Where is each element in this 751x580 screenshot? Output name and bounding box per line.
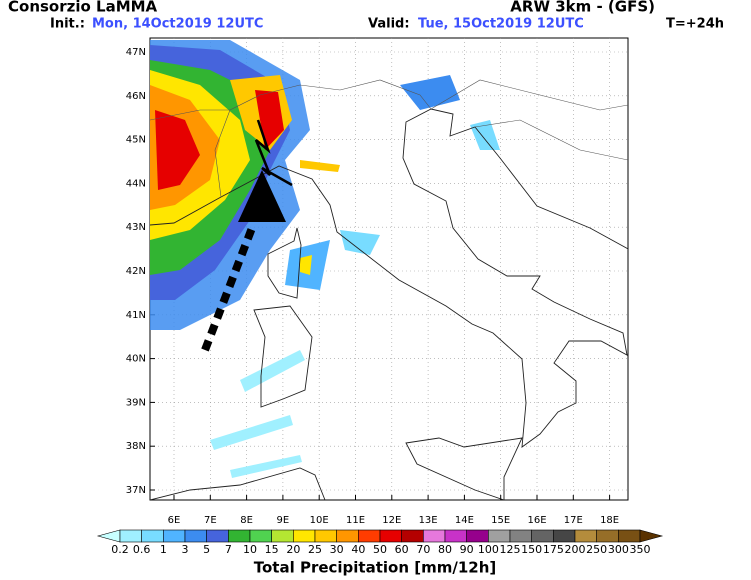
lon-label: 6E: [168, 515, 181, 526]
lon-label: 16E: [527, 515, 546, 526]
lat-label: 46N: [126, 91, 146, 102]
colorbar-label: 60: [395, 543, 409, 556]
colorbar-label: 15: [265, 543, 279, 556]
colorbar-box: [574, 529, 597, 543]
colorbar-label: 125: [500, 543, 521, 556]
model: ARW 3km - (GFS): [510, 0, 655, 16]
colorbar-box: [249, 529, 272, 543]
lon-label: 8E: [240, 515, 253, 526]
lat-label: 37N: [126, 485, 146, 496]
colorbar-box: [206, 529, 229, 543]
colorbar-label: 7: [225, 543, 232, 556]
colorbar-low-end: [96, 529, 121, 543]
lead-time: T=+24h: [666, 17, 724, 32]
lat-label: 39N: [126, 397, 146, 408]
init-label: Init.:: [50, 17, 85, 32]
lat-label: 40N: [126, 354, 146, 365]
colorbar-box: [163, 529, 186, 543]
lat-label: 38N: [126, 441, 146, 452]
colorbar-label: 25: [308, 543, 322, 556]
lat-label: 41N: [126, 310, 146, 321]
colorbar-box: [423, 529, 446, 543]
colorbar-label: 0.6: [133, 543, 151, 556]
flow-arrow-head: [238, 170, 286, 222]
colorbar-box: [184, 529, 207, 543]
title: Consorzio LaMMA: [8, 0, 158, 16]
lightning-symbol: [254, 119, 293, 187]
lon-label: 18E: [600, 515, 619, 526]
colorbar-label: 40: [351, 543, 365, 556]
lon-label: 13E: [419, 515, 438, 526]
lat-label: 43N: [126, 222, 146, 233]
lon-label: 10E: [310, 515, 329, 526]
colorbar-label: 300: [608, 543, 629, 556]
colorbar-label: 10: [243, 543, 257, 556]
flow-arrow-shaft: [201, 226, 256, 352]
lon-label: 15E: [491, 515, 510, 526]
init-value: Mon, 14Oct2019 12UTC: [92, 17, 263, 32]
colorbar-box: [553, 529, 576, 543]
colorbar-label: 80: [438, 543, 452, 556]
colorbar-label: 250: [586, 543, 607, 556]
lon-label: 11E: [346, 515, 365, 526]
colorbar-title: Total Precipitation [mm/12h]: [254, 559, 497, 577]
colorbar-label: 0.2: [111, 543, 129, 556]
colorbar-box: [379, 529, 402, 543]
lat-label: 45N: [126, 135, 146, 146]
valid-label: Valid:: [368, 17, 410, 32]
lon-label: 12E: [382, 515, 401, 526]
colorbar: 0.2 0.6 1 3 5 7 10 15 20 25 30 40 50 60 70 80 90 100 125 15…: [96, 529, 664, 556]
lat-label: 42N: [126, 266, 146, 277]
colorbar-label: 200: [565, 543, 586, 556]
colorbar-label: 20: [286, 543, 300, 556]
colorbar-box: [293, 529, 316, 543]
colorbar-box: [509, 529, 532, 543]
lon-label: 7E: [204, 515, 217, 526]
valid-value: Tue, 15Oct2019 12UTC: [418, 17, 584, 32]
colorbar-box: [228, 529, 251, 543]
colorbar-label: 100: [478, 543, 499, 556]
coastlines: [150, 79, 628, 500]
lon-label: 17E: [564, 515, 583, 526]
colorbar-label: 70: [416, 543, 430, 556]
lon-label: 14E: [455, 515, 474, 526]
colorbar-label: 1: [160, 543, 167, 556]
colorbar-box: [596, 529, 619, 543]
colorbar-box: [444, 529, 467, 543]
lat-label: 47N: [126, 47, 146, 58]
colorbar-box: [271, 529, 294, 543]
lon-label: 9E: [277, 515, 290, 526]
colorbar-label: 90: [460, 543, 474, 556]
graticule: 47N 46N 45N 44N 43N 42N 41N 40N 39N 38N 37N 6E 7E 8E 9…: [126, 38, 628, 526]
colorbar-label: 350: [630, 543, 651, 556]
colorbar-box: [488, 529, 511, 543]
precipitation: [150, 40, 500, 478]
colorbar-label: 30: [330, 543, 344, 556]
colorbar-box: [358, 529, 381, 543]
colorbar-box: [119, 529, 142, 543]
colorbar-box: [401, 529, 424, 543]
lat-label: 44N: [126, 178, 146, 189]
colorbar-box: [618, 529, 641, 543]
colorbar-label: 5: [203, 543, 210, 556]
colorbar-label: 3: [182, 543, 189, 556]
colorbar-label: 175: [543, 543, 564, 556]
colorbar-box: [531, 529, 554, 543]
colorbar-box: [336, 529, 359, 543]
colorbar-high-end: [639, 529, 664, 543]
colorbar-label: 150: [521, 543, 542, 556]
colorbar-box: [141, 529, 164, 543]
colorbar-box: [466, 529, 489, 543]
colorbar-box: [314, 529, 337, 543]
colorbar-label: 50: [373, 543, 387, 556]
